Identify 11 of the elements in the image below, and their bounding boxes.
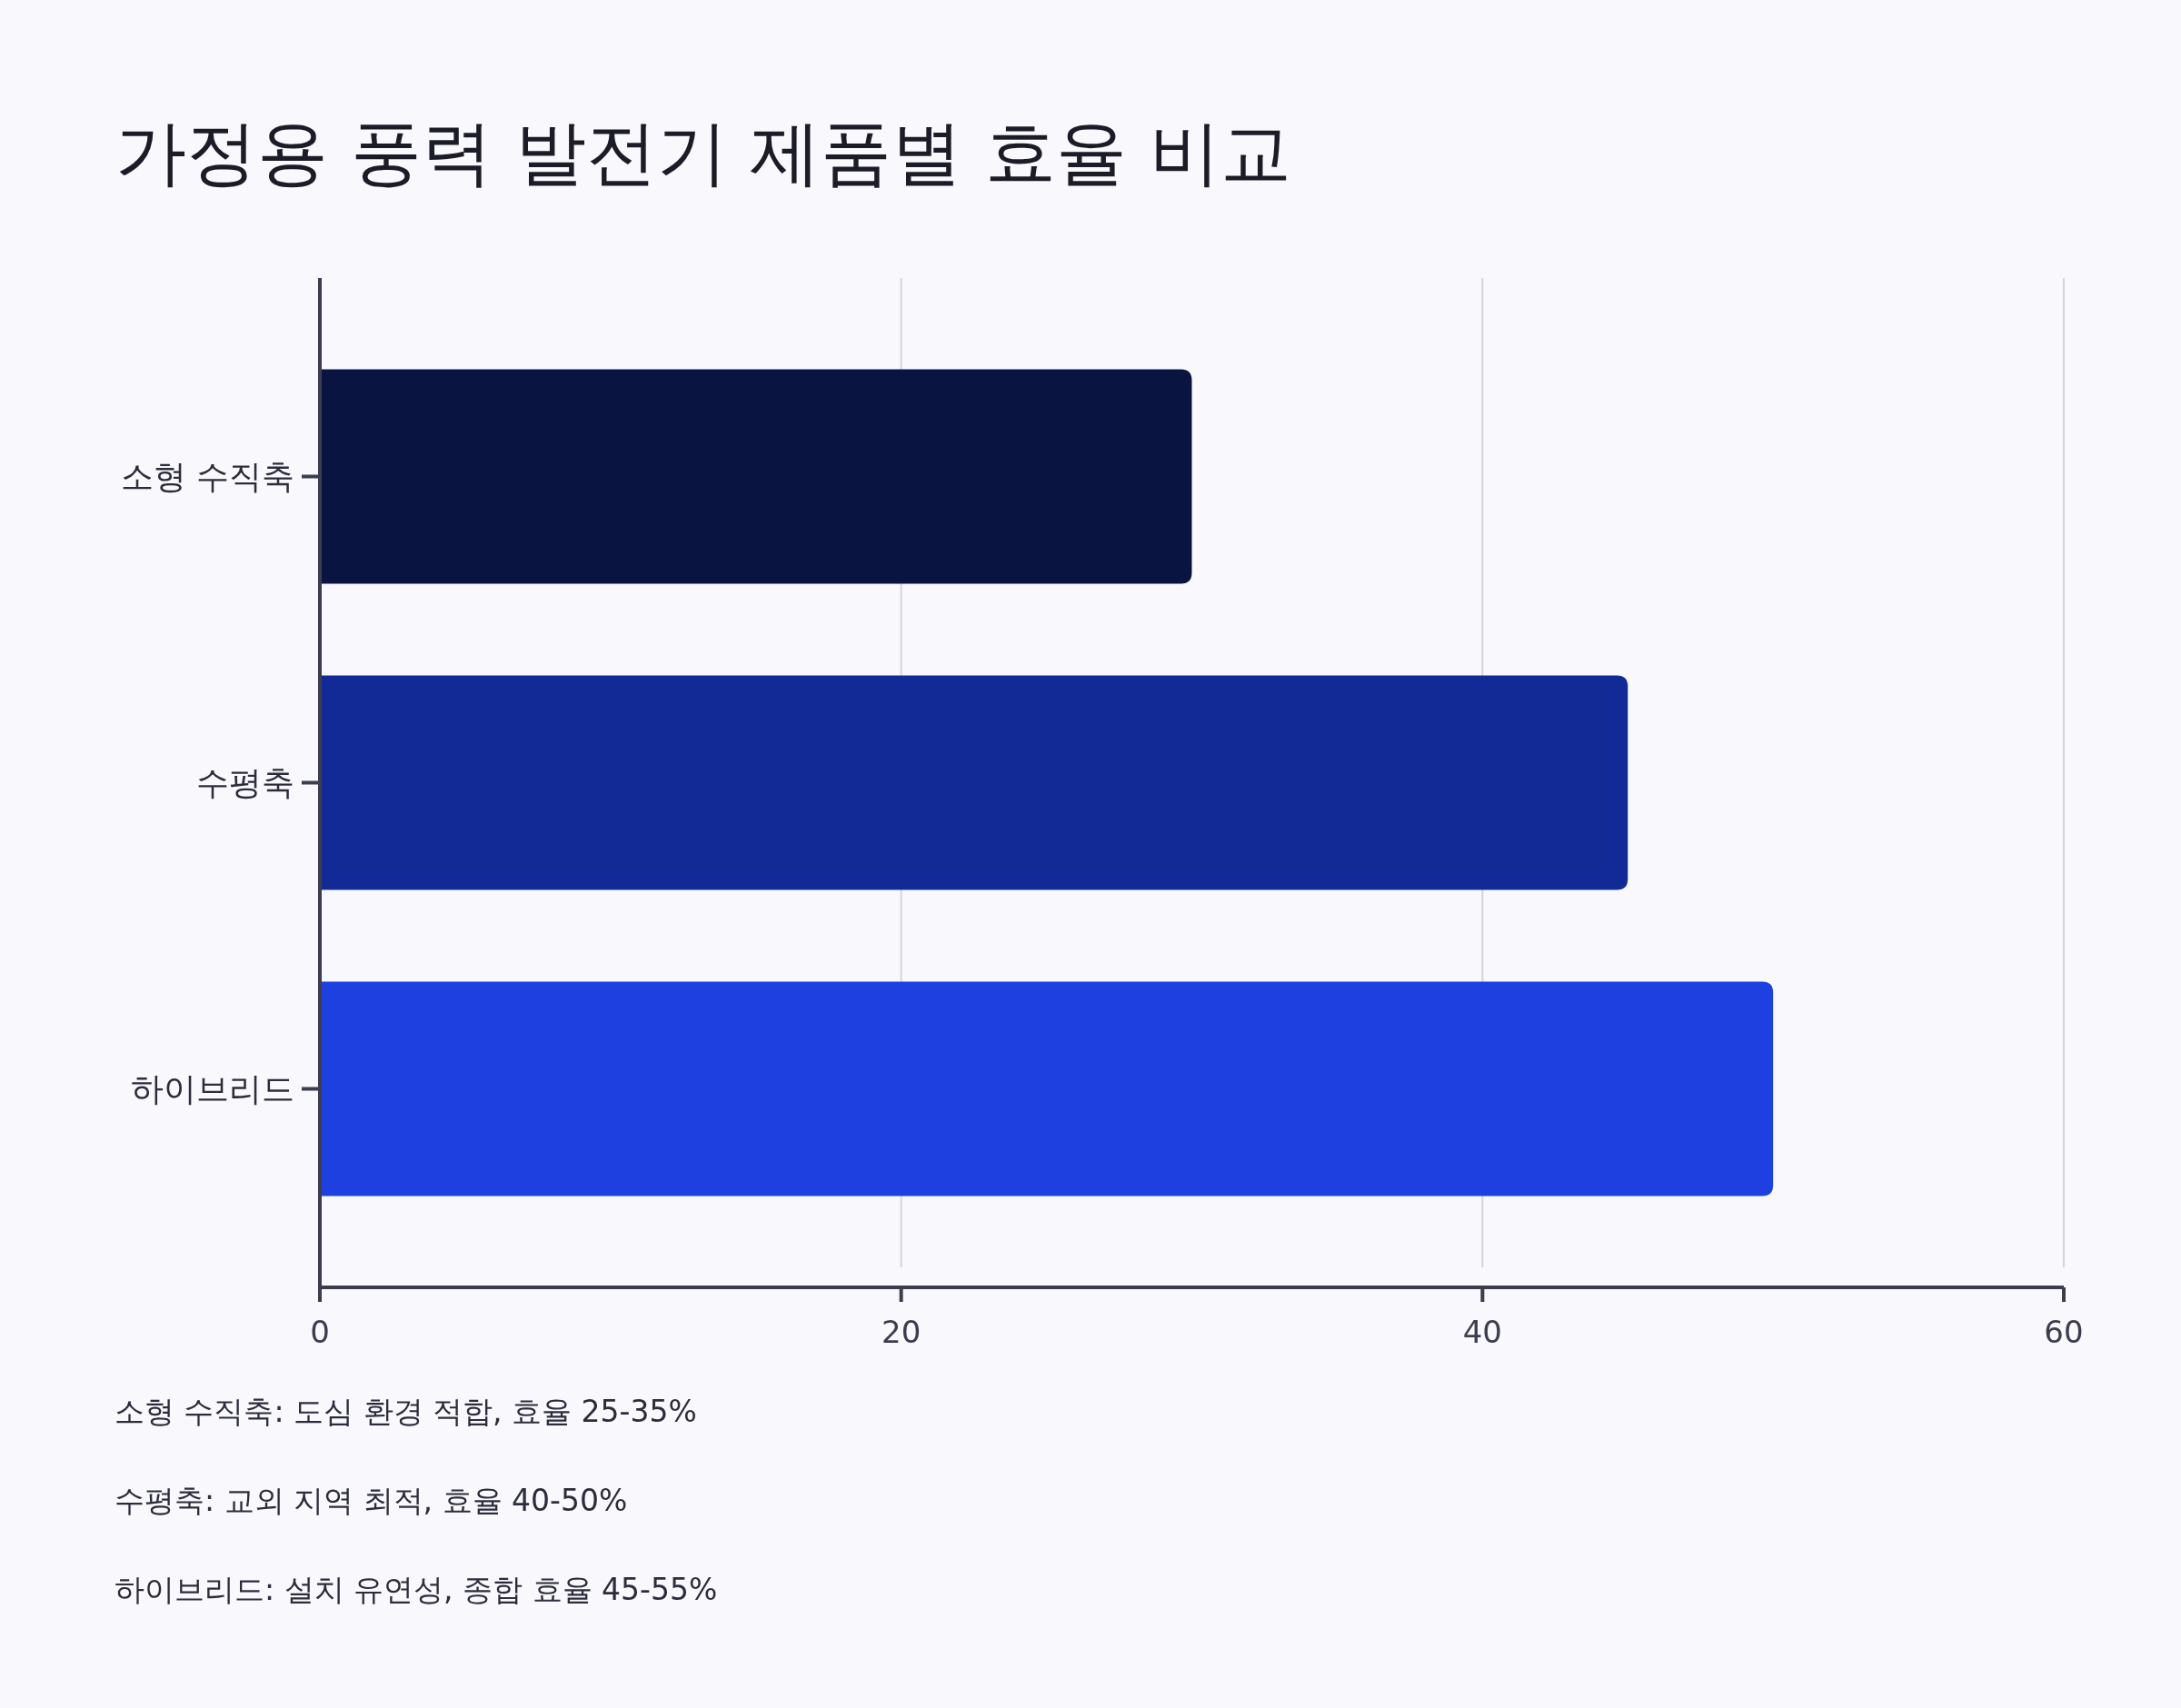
- y-tick-label: 하이브리드: [131, 1069, 294, 1107]
- y-tick-label: 소형 수직축: [120, 457, 294, 495]
- x-tick-label: 0: [310, 1314, 330, 1350]
- y-tick-label: 수평축: [196, 763, 294, 801]
- x-tick-label: 60: [2044, 1314, 2084, 1350]
- chart-title: 가정용 풍력 발전기 제품별 효율 비교: [115, 112, 1291, 194]
- text: 하이브리드: 설치 유연성, 종합 효율 45-55%: [115, 1572, 718, 1607]
- x-tick-label: 40: [1462, 1314, 1502, 1350]
- text: 소형 수직축: 도심 환경 적합, 효율 25-35%: [115, 1394, 697, 1429]
- x-tick-label: 20: [881, 1314, 921, 1350]
- text: 수평축: 교외 지역 최적, 효율 40-50%: [115, 1483, 628, 1518]
